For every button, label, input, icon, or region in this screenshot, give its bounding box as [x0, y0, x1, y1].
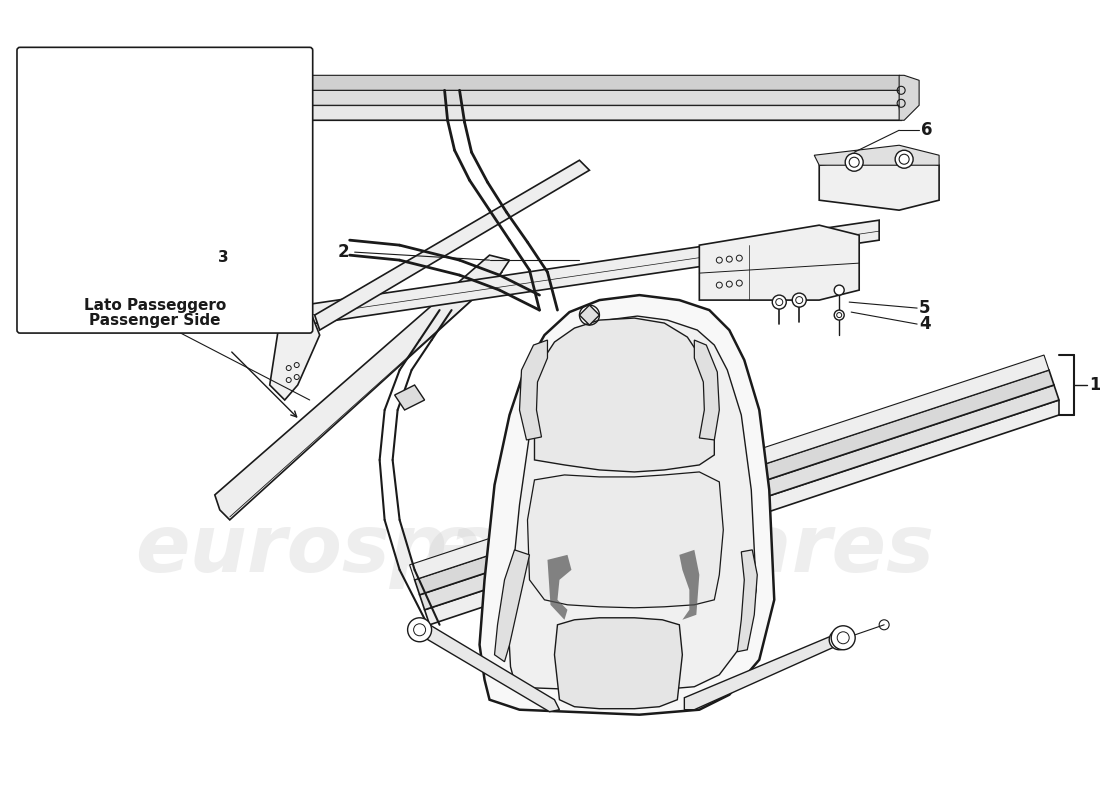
Polygon shape: [248, 95, 299, 166]
Circle shape: [408, 618, 431, 642]
Text: eurospares: eurospares: [135, 511, 645, 589]
Polygon shape: [425, 400, 1059, 625]
Circle shape: [829, 630, 849, 650]
Text: 6: 6: [921, 122, 933, 139]
Polygon shape: [270, 310, 320, 400]
Polygon shape: [270, 220, 879, 330]
Polygon shape: [114, 220, 135, 245]
Polygon shape: [554, 618, 682, 709]
Text: 1: 1: [1089, 376, 1100, 394]
Polygon shape: [737, 550, 757, 652]
Polygon shape: [528, 472, 724, 608]
Polygon shape: [419, 625, 560, 712]
Polygon shape: [80, 110, 285, 180]
Polygon shape: [315, 160, 590, 330]
Polygon shape: [175, 75, 200, 120]
Circle shape: [834, 310, 844, 320]
Polygon shape: [198, 90, 901, 106]
Circle shape: [895, 150, 913, 168]
FancyBboxPatch shape: [16, 47, 312, 333]
Polygon shape: [419, 385, 1059, 610]
Polygon shape: [175, 209, 279, 255]
Circle shape: [162, 202, 178, 218]
Text: Passenger Side: Passenger Side: [89, 313, 221, 327]
Polygon shape: [580, 305, 600, 325]
Polygon shape: [820, 155, 939, 210]
Polygon shape: [480, 295, 774, 714]
Text: 4: 4: [920, 315, 931, 333]
Polygon shape: [899, 75, 920, 120]
Polygon shape: [519, 340, 548, 440]
Circle shape: [834, 285, 844, 295]
Polygon shape: [185, 75, 914, 90]
Polygon shape: [395, 385, 425, 410]
Polygon shape: [114, 205, 285, 245]
Polygon shape: [35, 152, 100, 190]
Polygon shape: [535, 318, 714, 472]
Polygon shape: [495, 550, 529, 662]
Polygon shape: [508, 316, 757, 692]
Polygon shape: [694, 340, 719, 440]
Polygon shape: [214, 255, 509, 520]
Circle shape: [832, 626, 855, 650]
Circle shape: [772, 295, 786, 309]
Polygon shape: [198, 106, 901, 120]
Polygon shape: [684, 634, 839, 710]
Text: 2: 2: [338, 243, 350, 261]
Circle shape: [792, 293, 806, 307]
Polygon shape: [548, 555, 572, 620]
Text: 3: 3: [218, 250, 229, 265]
Polygon shape: [814, 146, 939, 166]
Text: eurospares: eurospares: [425, 511, 934, 589]
Circle shape: [191, 199, 208, 215]
Polygon shape: [700, 225, 859, 300]
Circle shape: [845, 154, 864, 171]
Text: 5: 5: [920, 299, 931, 317]
Polygon shape: [680, 550, 700, 620]
Text: Lato Passeggero: Lato Passeggero: [84, 298, 226, 313]
Polygon shape: [415, 370, 1054, 595]
Polygon shape: [409, 355, 1049, 580]
